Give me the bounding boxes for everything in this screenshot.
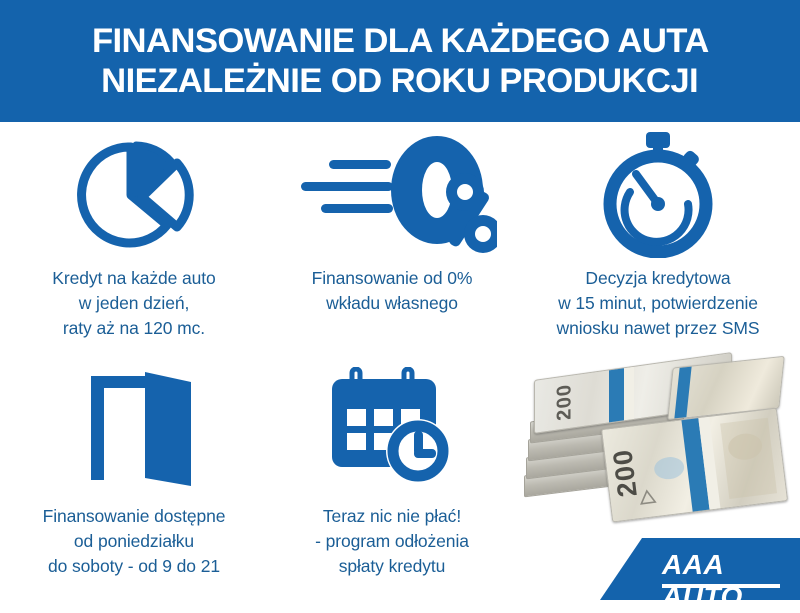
caption-line-2: w 15 minut, potwierdzenie: [558, 293, 758, 313]
headline-line-2: NIEZALEŻNIE OD ROKU PRODUKCJI: [101, 62, 700, 100]
stopwatch-icon: [588, 128, 728, 260]
logo-text: AAA AUTO: [662, 549, 743, 612]
feature-item-deferred-payment: Teraz nic nie płać! - program odłożenia …: [268, 362, 516, 600]
caption-line-2: od poniedziałku: [73, 531, 195, 551]
feature-item-decision-time: Decyzja kredytowa w 15 minut, potwierdze…: [516, 128, 800, 368]
header-banner: FINANSOWANIE DLA KAŻDEGO AUTA NIEZALEŻNI…: [0, 0, 800, 122]
caption-line-1: Finansowanie od 0%: [311, 268, 473, 288]
calendar-clock-icon: [322, 362, 462, 494]
feature-item-zero-percent: Finansowanie od 0% wkładu własnego: [268, 128, 516, 368]
pie-chart-icon: [67, 128, 201, 260]
caption-line-1: Teraz nic nie płać!: [322, 506, 462, 526]
caption-line-3: do soboty - od 9 do 21: [48, 556, 220, 576]
feature-caption: Finansowanie od 0% wkładu własnego: [312, 266, 473, 316]
caption-line-2: - program odłożenia: [315, 531, 469, 551]
feature-item-credit: Kredyt na każde auto w jeden dzień, raty…: [0, 128, 268, 368]
feature-caption: Teraz nic nie płać! - program odłożenia …: [315, 504, 469, 579]
caption-line-1: Decyzja kredytowa: [585, 268, 731, 288]
caption-line-2: w jeden dzień,: [78, 293, 190, 313]
zero-percent-icon: [287, 128, 497, 260]
banknote-denomination: 200: [553, 382, 576, 422]
cash-banknote-stack-image: 200 200: [520, 352, 800, 523]
open-door-icon: [69, 362, 199, 494]
feature-caption: Kredyt na każde auto w jeden dzień, raty…: [52, 266, 215, 341]
caption-line-3: raty aż na 120 mc.: [62, 318, 206, 338]
feature-row-bottom: Finansowanie dostępne od poniedziałku do…: [0, 362, 800, 600]
caption-line-3: spłaty kredytu: [338, 556, 446, 576]
caption-line-3: wniosku nawet przez SMS: [556, 318, 760, 338]
caption-line-1: Finansowanie dostępne: [42, 506, 226, 526]
caption-line-1: Kredyt na każde auto: [52, 268, 216, 288]
feature-item-opening-hours: Finansowanie dostępne od poniedziałku do…: [0, 362, 268, 600]
advertisement-banner: FINANSOWANIE DLA KAŻDEGO AUTA NIEZALEŻNI…: [0, 0, 800, 600]
feature-caption: Finansowanie dostępne od poniedziałku do…: [43, 504, 226, 579]
logo-underline: [662, 584, 780, 588]
headline-line-1: FINANSOWANIE DLA KAŻDEGO AUTA: [91, 22, 709, 60]
feature-row-top: Kredyt na każde auto w jeden dzień, raty…: [0, 128, 800, 368]
feature-caption: Decyzja kredytowa w 15 minut, potwierdze…: [557, 266, 760, 341]
caption-line-2: wkładu własnego: [326, 293, 458, 313]
